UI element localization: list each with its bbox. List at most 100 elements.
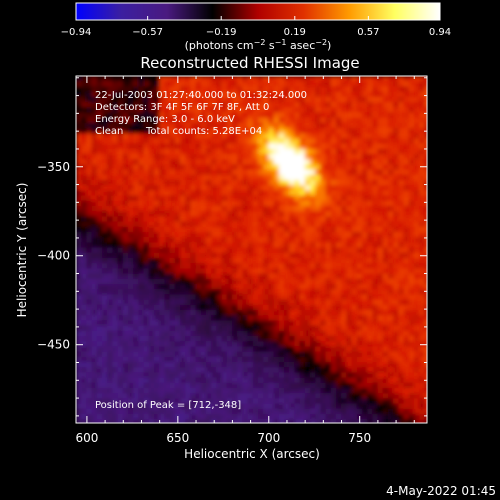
heatmap-cell <box>325 159 332 165</box>
heatmap-cell <box>107 211 113 217</box>
heatmap-cell <box>299 242 306 249</box>
heatmap-cell <box>263 200 269 207</box>
heatmap-cell <box>382 351 389 358</box>
heatmap-cell <box>237 96 243 103</box>
heatmap-cell <box>408 268 415 275</box>
heatmap-cell <box>356 221 363 228</box>
heatmap-cell <box>278 154 285 160</box>
heatmap-cell <box>320 336 327 342</box>
heatmap-cell <box>185 128 191 134</box>
heatmap-cell <box>91 159 98 165</box>
heatmap-cell <box>102 382 108 389</box>
heatmap-cell <box>247 190 254 197</box>
heatmap-cell <box>117 252 124 259</box>
heatmap-cell <box>216 278 223 285</box>
heatmap-cell <box>195 273 202 280</box>
heatmap-cell <box>133 76 139 82</box>
heatmap-cell <box>424 351 427 358</box>
heatmap-cell <box>190 174 197 181</box>
heatmap-cell <box>154 154 160 160</box>
heatmap-cell <box>185 107 191 113</box>
heatmap-cell <box>304 356 311 363</box>
heatmap-cell <box>377 330 384 337</box>
heatmap-cell <box>388 388 394 394</box>
heatmap-cell <box>211 206 217 212</box>
heatmap-cell <box>424 122 427 129</box>
heatmap-cell <box>86 216 93 223</box>
heatmap-cell <box>284 304 290 311</box>
heatmap-cell <box>403 377 410 384</box>
heatmap-cell <box>419 195 425 202</box>
heatmap-cell <box>211 138 217 145</box>
heatmap-cell <box>237 128 243 134</box>
heatmap-cell <box>107 393 113 399</box>
heatmap-cell <box>252 315 259 321</box>
heatmap-cell <box>133 185 139 191</box>
heatmap-cell <box>310 341 316 347</box>
heatmap-cell <box>263 419 269 423</box>
heatmap-cell <box>190 341 197 347</box>
heatmap-cell <box>268 128 275 134</box>
heatmap-cell <box>310 320 316 327</box>
heatmap-cell <box>138 294 145 301</box>
heatmap-cell <box>232 200 238 207</box>
heatmap-cell <box>174 351 181 358</box>
heatmap-cell <box>330 169 337 176</box>
heatmap-cell <box>169 263 176 269</box>
heatmap-cell <box>154 242 160 249</box>
heatmap-cell <box>393 174 399 181</box>
heatmap-cell <box>284 330 290 337</box>
heatmap-cell <box>242 388 249 394</box>
heatmap-cell <box>424 148 427 155</box>
heatmap-cell <box>76 372 82 379</box>
heatmap-cell <box>351 393 358 399</box>
heatmap-cell <box>398 185 405 191</box>
heatmap-cell <box>232 304 238 311</box>
heatmap-cell <box>273 330 280 337</box>
heatmap-cell <box>174 382 181 389</box>
heatmap-cell <box>112 356 119 363</box>
heatmap-cell <box>211 278 217 285</box>
heatmap-cell <box>107 102 113 108</box>
heatmap-cell <box>403 252 410 259</box>
heatmap-cell <box>216 294 223 301</box>
heatmap-cell <box>424 169 427 176</box>
heatmap-cell <box>96 398 103 405</box>
heatmap-cell <box>424 346 427 353</box>
heatmap-cell <box>91 96 98 103</box>
heatmap-cell <box>310 372 316 379</box>
heatmap-cell <box>190 336 197 342</box>
heatmap-cell <box>247 122 254 129</box>
heatmap-cell <box>310 174 316 181</box>
heatmap-cell <box>398 122 405 129</box>
heatmap-cell <box>315 388 321 394</box>
heatmap-cell <box>398 278 405 285</box>
colorbar-unit-label: (photons cm−2 s−1 asec−2) <box>185 38 332 52</box>
heatmap-cell <box>112 377 119 384</box>
heatmap-cell <box>159 133 165 139</box>
heatmap-cell <box>221 351 228 358</box>
heatmap-cell <box>138 180 145 186</box>
heatmap-cell <box>346 102 353 108</box>
heatmap-cell <box>154 133 160 139</box>
heatmap-cell <box>398 341 405 347</box>
heatmap-cell <box>148 138 155 145</box>
heatmap-cell <box>112 351 119 358</box>
heatmap-cell <box>154 258 160 264</box>
heatmap-cell <box>102 148 108 155</box>
heatmap-cell <box>81 216 87 223</box>
heatmap-cell <box>362 294 368 301</box>
heatmap-cell <box>133 258 139 264</box>
heatmap-cell <box>284 180 290 186</box>
heatmap-cell <box>91 315 98 321</box>
heatmap-cell <box>195 403 202 410</box>
heatmap-cell <box>424 96 427 103</box>
heatmap-cell <box>226 138 233 145</box>
heatmap-cell <box>294 102 301 108</box>
heatmap-cell <box>133 242 139 249</box>
heatmap-cell <box>382 247 389 254</box>
heatmap-cell <box>408 174 415 181</box>
heatmap-cell <box>174 216 181 223</box>
heatmap-cell <box>372 315 379 321</box>
heatmap-cell <box>304 278 311 285</box>
